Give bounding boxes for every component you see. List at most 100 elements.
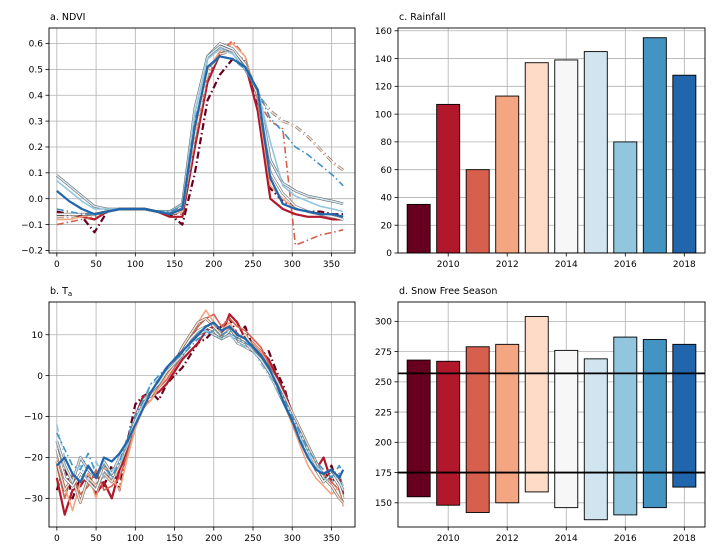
ndvi-xtick-label: 0 (54, 260, 60, 270)
ta-series-2013 (56, 317, 344, 504)
rainfall-xtick-label: 2012 (496, 260, 519, 270)
rainfall-bar-2012 (495, 95, 520, 254)
rainfall-title: c. Rainfall (399, 12, 446, 23)
rainfall-ytick-label: 80 (381, 138, 393, 148)
rainfall-ytick-label: 120 (375, 83, 392, 93)
rainfall-bar-2018 (672, 74, 697, 254)
snowfree-title: d. Snow Free Season (399, 286, 497, 297)
ta-title-subscript: a (68, 290, 72, 298)
snow-free-bar-2012 (495, 343, 520, 504)
ndvi-xtick-label: 100 (127, 260, 144, 270)
snowfree-xtick-label: 2010 (437, 534, 460, 544)
snowfree-ytick-label: 200 (375, 439, 392, 449)
ndvi-ytick-label: 0.6 (29, 40, 44, 50)
snowfree-ytick-label: 150 (375, 499, 392, 509)
ndvi-ytick-label: 0.5 (29, 66, 43, 76)
ndvi-xtick-label: 300 (284, 260, 301, 270)
ta-frame (48, 301, 356, 528)
rainfall-bar-2011 (465, 169, 490, 254)
snow-free-bar-2013 (524, 316, 549, 493)
rainfall-ytick-label: 140 (375, 55, 392, 65)
snowfree-ytick-label: 275 (375, 348, 392, 358)
ndvi-series-2017 (56, 55, 344, 215)
snow-free-bar-2015 (583, 358, 608, 521)
snow-free-bar-2010 (436, 360, 461, 506)
ndvi-xtick-label: 250 (244, 260, 261, 270)
ndvi-title: a. NDVI (50, 12, 85, 23)
ta-xtick-label: 150 (166, 534, 183, 544)
ta-xtick-label: 100 (127, 534, 144, 544)
ta-series-2012 (56, 309, 344, 512)
snow-free-bar-2011 (465, 346, 490, 513)
snow-free-bar-2018 (672, 343, 697, 488)
ta-xtick-label: 0 (54, 534, 60, 544)
ta-series-outline-2013 (55, 317, 345, 504)
ndvi-xtick-label: 150 (166, 260, 183, 270)
ndvi-ytick-label: 0.4 (29, 91, 44, 101)
snowfree-ytick-label: 175 (375, 469, 392, 479)
ta-ytick-label: 10 (32, 331, 44, 341)
ndvi-ytick-label: −0.2 (21, 247, 43, 257)
snowfree-frame (397, 301, 706, 528)
rainfall-panel: c. Rainfall 2010 2012 2014 2016 2018 0 20 40 60 80… (375, 12, 706, 270)
ndvi-panel: a. NDVI 0 50 100 150 200 250 300 350 −0.2 −0.1 0.0 0… (21, 12, 356, 270)
rainfall-bar-2014 (554, 59, 579, 254)
rainfall-bar-2009 (406, 203, 431, 254)
rainfall-bar-2013 (524, 62, 549, 254)
snowfree-xtick-label: 2018 (673, 534, 696, 544)
snow-free-bar-2016 (613, 336, 638, 516)
ta-series-2016 (56, 329, 344, 487)
rainfall-bar-2017 (642, 37, 667, 254)
ndvi-ytick-label: −0.1 (21, 221, 43, 231)
rainfall-ytick-label: 40 (381, 194, 393, 204)
rainfall-ytick-label: 160 (375, 27, 392, 37)
ta-xtick-label: 200 (205, 534, 222, 544)
ta-series-2017 (56, 329, 344, 479)
rainfall-frame (397, 27, 706, 254)
ndvi-ytick-label: 0.2 (29, 143, 43, 153)
snowfree-ytick-label: 300 (375, 318, 392, 328)
rainfall-xtick-label: 2018 (673, 260, 696, 270)
ta-series-2014 (56, 325, 344, 499)
rainfall-ytick-label: 100 (375, 110, 392, 120)
ta-xtick-label: 300 (284, 534, 301, 544)
rainfall-xtick-label: 2010 (437, 260, 460, 270)
rainfall-ytick-label: 0 (386, 249, 392, 259)
ndvi-ytick-label: 0.0 (29, 195, 44, 205)
ndvi-xtick-label: 200 (205, 260, 222, 270)
ta-title: b. Ta (50, 286, 72, 298)
rainfall-xtick-label: 2014 (555, 260, 578, 270)
ta-series-group (55, 309, 345, 516)
snowfree-xtick-label: 2014 (555, 534, 578, 544)
rainfall-bar-2015 (583, 51, 608, 254)
rainfall-bar-2016 (613, 141, 638, 254)
ta-ytick-label: −10 (24, 413, 43, 423)
rainfall-xtick-label: 2016 (614, 260, 637, 270)
ta-ytick-label: −20 (24, 454, 43, 464)
snow-free-bar-2009 (406, 359, 431, 498)
temperature-panel: b. Ta 0 50 100 150 200 250 300 350 −30 −20 −10 0 10 (24, 286, 356, 544)
snow-free-season-panel: d. Snow Free Season 2010 2012 2014 2016 2018 1… (375, 286, 706, 544)
snow-free-bar-2014 (554, 349, 579, 509)
ta-xtick-label: 350 (323, 534, 340, 544)
snow-free-bar-2017 (642, 339, 667, 509)
ta-ytick-label: 0 (37, 372, 43, 382)
rainfall-ytick-label: 60 (381, 166, 393, 176)
ta-series-2018 (56, 321, 345, 484)
snowfree-xtick-label: 2012 (496, 534, 519, 544)
ndvi-series-2018 (56, 55, 344, 218)
rainfall-bar-2010 (436, 103, 461, 254)
snowfree-ytick-label: 250 (375, 378, 392, 388)
rainfall-ytick-label: 20 (381, 221, 393, 231)
ndvi-xtick-label: 350 (323, 260, 340, 270)
ta-xtick-label: 250 (244, 534, 261, 544)
snowfree-xtick-label: 2016 (614, 534, 637, 544)
ndvi-ytick-label: 0.1 (29, 169, 43, 179)
ndvi-series-group (55, 40, 344, 246)
snowfree-ytick-label: 225 (375, 408, 392, 418)
ndvi-series-2016 (56, 47, 344, 213)
ta-xtick-label: 50 (90, 534, 102, 544)
ndvi-ytick-label: 0.3 (29, 117, 43, 127)
ta-ytick-label: −30 (24, 495, 43, 505)
